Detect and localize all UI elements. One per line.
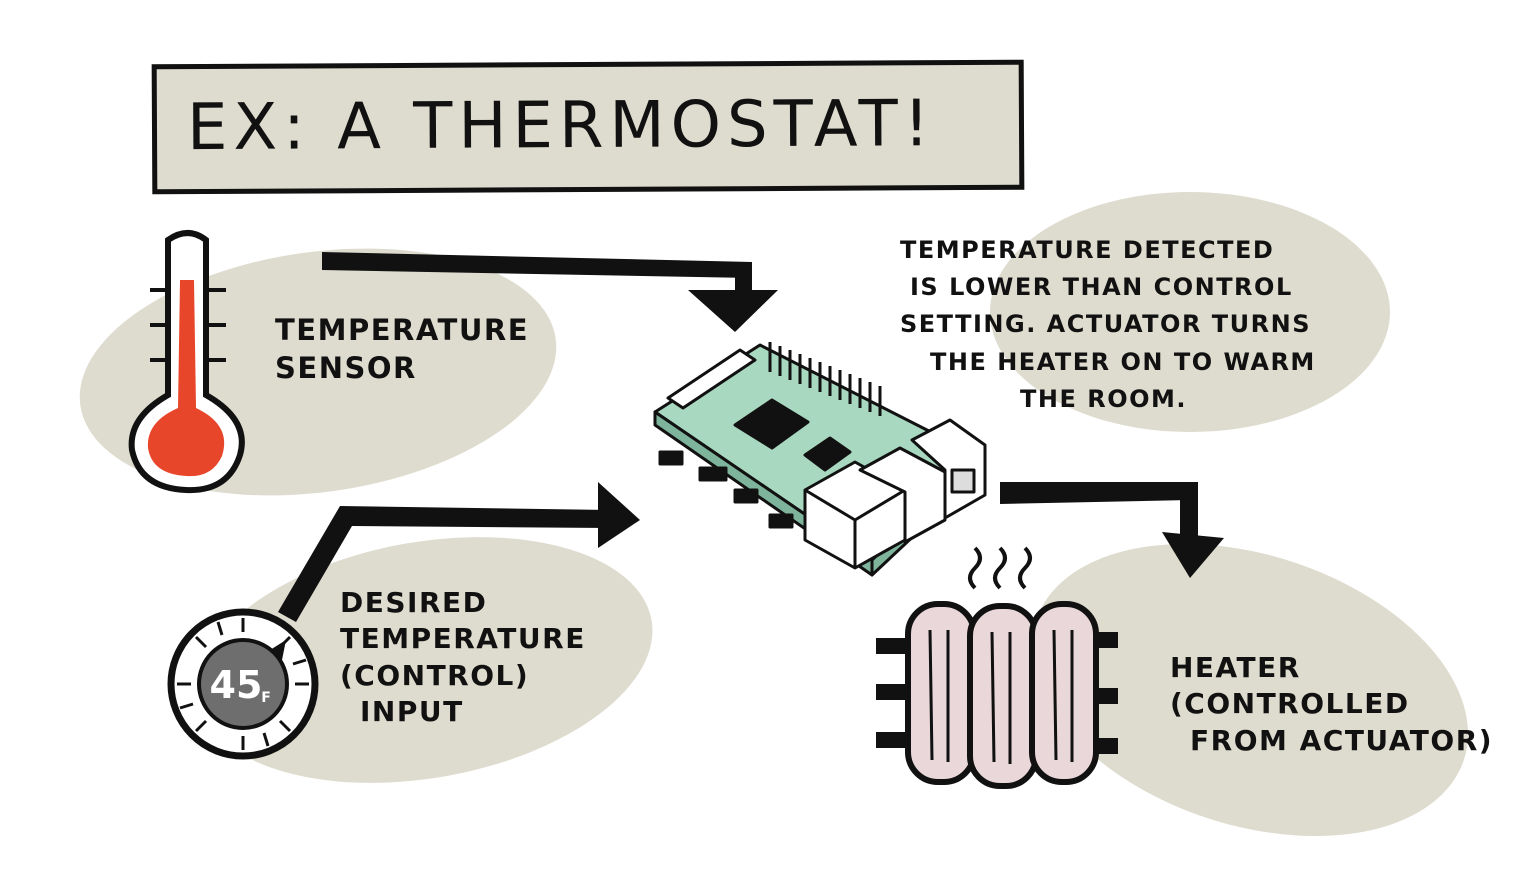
- arrow-board-to-heater: [1000, 482, 1224, 578]
- desired-label-line: INPUT: [360, 695, 464, 729]
- desired-blob: [197, 537, 653, 783]
- heater-blob: [1031, 543, 1469, 837]
- desired-label-line: (CONTROL): [340, 658, 530, 692]
- page-title: EX: A THERMOSTAT!: [186, 87, 936, 166]
- thermometer-icon: [128, 230, 245, 494]
- heater-label-line: (CONTROLLED: [1170, 687, 1410, 721]
- heater-label-line: HEATER: [1170, 651, 1301, 684]
- note-blob: [990, 192, 1390, 432]
- note-line: TEMPERATURE DETECTED: [900, 236, 1275, 264]
- desired-label-line: DESIRED: [340, 586, 488, 619]
- arrow-sensor-to-board: [322, 252, 778, 332]
- heater-label: HEATER (CONTROLLED FROM ACTUATOR): [1170, 650, 1493, 759]
- heat-waves-icon: [968, 546, 1032, 590]
- circuit-board-icon: [653, 342, 987, 577]
- sensor-label-line: TEMPERATURE: [275, 313, 530, 347]
- dial-unit: F: [261, 690, 271, 706]
- title-box: EX: A THERMOSTAT!: [151, 59, 1025, 195]
- desired-temperature-label: DESIRED TEMPERATURE (CONTROL) INPUT: [340, 585, 586, 731]
- heater-label-line: FROM ACTUATOR): [1190, 723, 1494, 757]
- temperature-dial-icon: 45 F: [167, 608, 319, 760]
- desired-label-line: TEMPERATURE: [340, 622, 586, 656]
- sensor-label: TEMPERATURE SENSOR: [275, 312, 529, 387]
- heater-icon: [876, 601, 1118, 789]
- note-line: THE ROOM.: [1020, 384, 1187, 413]
- arrow-input-to-board: [278, 482, 640, 622]
- note-line: SETTING. ACTUATOR TURNS: [900, 310, 1311, 339]
- note-line: IS LOWER THAN CONTROL: [910, 273, 1293, 302]
- sensor-label-line: SENSOR: [275, 350, 417, 385]
- note-line: THE HEATER ON TO WARM: [930, 347, 1316, 376]
- actuator-note: TEMPERATURE DETECTED IS LOWER THAN CONTR…: [900, 232, 1316, 418]
- dial-value: 45: [210, 663, 263, 707]
